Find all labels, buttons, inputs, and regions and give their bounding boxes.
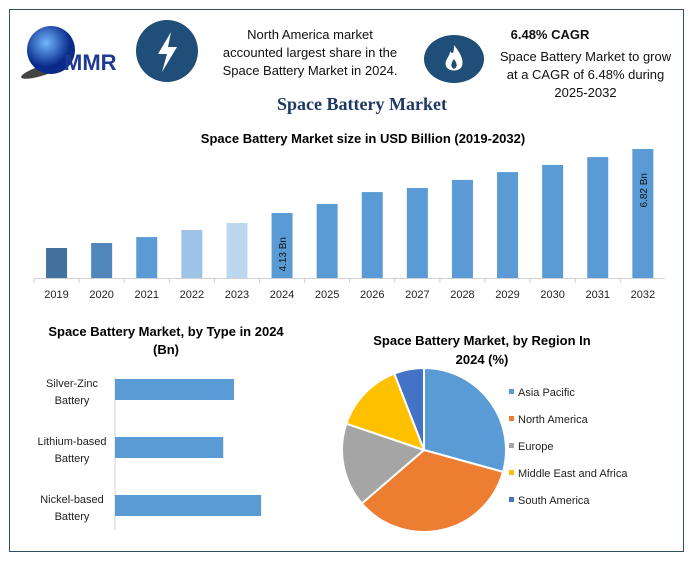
bar-2019 (46, 248, 68, 278)
fact2-line: at a CAGR of 6.48% during (506, 67, 665, 82)
fact2-line: 2025-2032 (554, 85, 617, 100)
x-tick-label: 2028 (450, 289, 474, 301)
legend-label: Europe (518, 441, 553, 453)
type-bar (115, 495, 262, 516)
legend-swatch (509, 389, 514, 394)
x-tick-label: 2020 (89, 289, 113, 301)
pie-slice (345, 372, 426, 452)
legend-label: North America (518, 414, 589, 426)
type-label: Nickel-based (40, 494, 104, 506)
bar-2031 (587, 157, 609, 278)
x-tick-label: 2030 (540, 289, 564, 301)
legend-label: South America (518, 495, 590, 507)
bar-2027 (406, 188, 428, 278)
fact1-line: Space Battery Market in 2024. (222, 63, 398, 78)
type-label: Silver-Zinc (46, 378, 98, 390)
x-tick-label: 2022 (180, 289, 204, 301)
bar-2022 (181, 229, 203, 278)
type-bar (115, 437, 224, 458)
x-tick-label: 2019 (44, 289, 68, 301)
bar-2021 (136, 237, 158, 278)
legend-swatch (509, 497, 514, 502)
type-label: Lithium-based (37, 436, 106, 448)
flame-icon (424, 35, 484, 83)
pie-title-line: Space Battery Market, by Region In (373, 333, 591, 348)
legend-label: Asia Pacific (518, 387, 575, 399)
bar-2025 (316, 203, 338, 278)
pie-title-line: 2024 (%) (456, 352, 509, 367)
data-label: 6.82 Bn (639, 173, 650, 207)
legend-label: Middle East and Africa (518, 468, 628, 480)
x-tick-label: 2031 (586, 289, 610, 301)
x-tick-label: 2024 (270, 289, 294, 301)
x-tick-label: 2023 (225, 289, 249, 301)
bar-2024 (271, 213, 293, 278)
pie-slice (360, 448, 505, 533)
bar-2023 (226, 223, 248, 278)
bar-2026 (361, 192, 383, 278)
type-label: Battery (55, 453, 90, 465)
legend-swatch (509, 443, 514, 448)
bar-2032 (632, 149, 654, 278)
fact2-line: Space Battery Market to grow (499, 49, 672, 64)
mmr-logo: MMR (18, 22, 133, 82)
lightning-bolt-icon (136, 20, 198, 82)
bar-chart-title: Space Battery Market size in USD Billion… (201, 131, 525, 146)
legend-swatch (509, 416, 514, 421)
pie-slice (423, 366, 507, 474)
x-tick-label: 2027 (405, 289, 429, 301)
type-bar (115, 379, 235, 400)
fact1-line: accounted largest share in the (222, 45, 398, 60)
legend-swatch (509, 470, 514, 475)
pie-slice (392, 366, 425, 451)
main-title: Space Battery Market (277, 94, 447, 114)
x-tick-label: 2029 (495, 289, 519, 301)
x-tick-label: 2021 (135, 289, 159, 301)
infographic-frame (9, 9, 684, 552)
bar-2028 (451, 179, 473, 278)
svg-text:MMR: MMR (64, 50, 117, 75)
x-tick-label: 2026 (360, 289, 384, 301)
x-tick-label: 2025 (315, 289, 339, 301)
bar-2030 (542, 164, 564, 278)
cagr-title: 6.48% CAGR (510, 27, 590, 42)
fact1-line: North America market (247, 27, 373, 42)
data-label: 4.13 Bn (278, 237, 289, 271)
type-chart-title: Space Battery Market, by Type in 2024 (Bn… (48, 324, 284, 357)
type-label: Battery (55, 395, 90, 407)
type-label: Battery (55, 511, 90, 523)
x-tick-label: 2032 (631, 289, 655, 301)
bar-2020 (91, 243, 113, 278)
bar-2029 (497, 172, 519, 278)
